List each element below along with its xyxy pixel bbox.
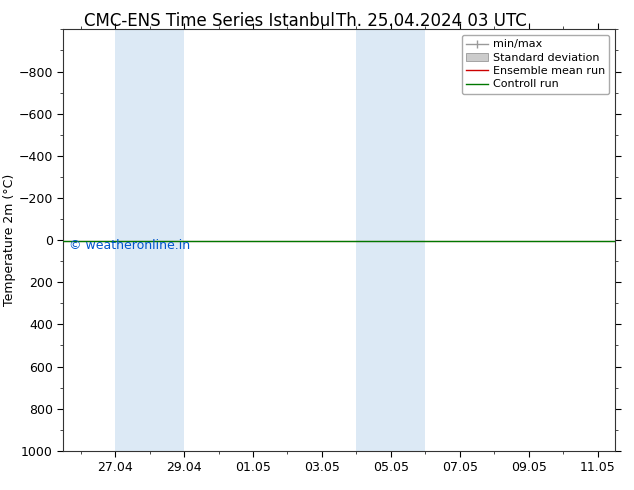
Text: CMC-ENS Time Series Istanbul: CMC-ENS Time Series Istanbul xyxy=(84,12,335,30)
Bar xyxy=(115,29,184,451)
Legend: min/max, Standard deviation, Ensemble mean run, Controll run: min/max, Standard deviation, Ensemble me… xyxy=(462,35,609,94)
Bar xyxy=(356,29,425,451)
Y-axis label: Temperature 2m (°C): Temperature 2m (°C) xyxy=(3,174,16,306)
Text: © weatheronline.in: © weatheronline.in xyxy=(69,239,190,252)
Text: Th. 25.04.2024 03 UTC: Th. 25.04.2024 03 UTC xyxy=(336,12,526,30)
